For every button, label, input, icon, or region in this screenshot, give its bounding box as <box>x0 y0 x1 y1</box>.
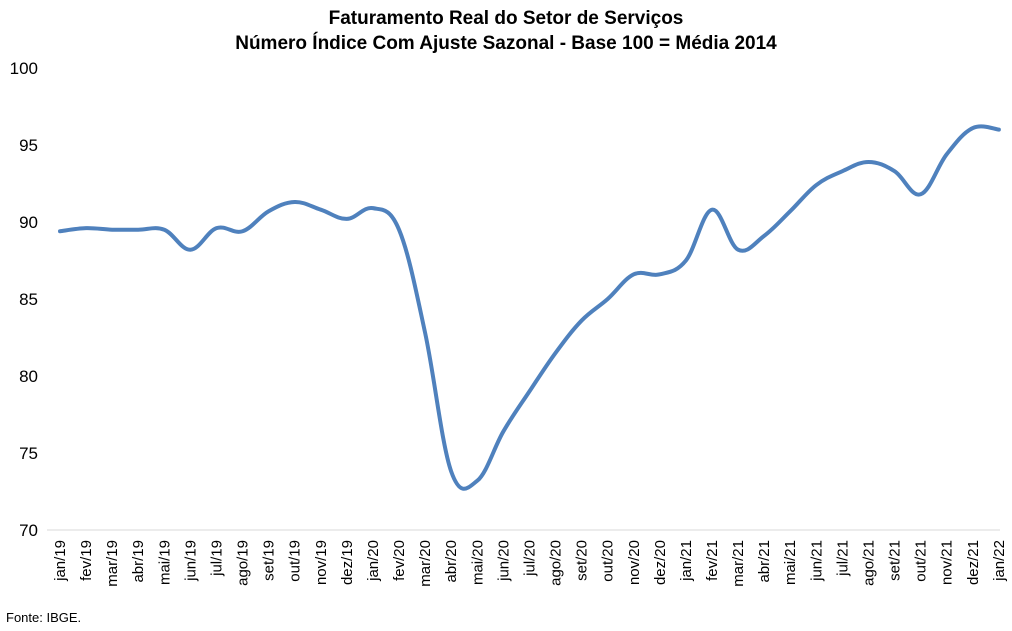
x-tick-label: ago/20 <box>548 540 565 586</box>
x-tick-label: dez/19 <box>339 540 356 585</box>
x-tick-label: mar/21 <box>730 540 747 587</box>
x-tick-label: jan/22 <box>991 540 1008 582</box>
data-point <box>710 208 714 212</box>
x-tick-label: dez/20 <box>652 540 669 585</box>
data-point <box>606 297 610 301</box>
x-tick-label: set/21 <box>887 540 904 581</box>
y-tick-label: 100 <box>10 59 38 78</box>
data-point <box>267 209 271 213</box>
data-point <box>110 228 114 232</box>
y-tick-label: 85 <box>19 290 38 309</box>
x-tick-label: set/20 <box>574 540 591 581</box>
data-point <box>58 229 62 233</box>
data-point <box>788 209 792 213</box>
chart-subtitle: Número Índice Com Ajuste Sazonal - Base … <box>235 33 777 54</box>
x-tick-label: abr/21 <box>756 540 773 583</box>
x-tick-label: jun/21 <box>808 540 825 582</box>
x-tick-label: ago/21 <box>860 540 877 586</box>
data-point <box>475 479 479 483</box>
y-tick-label: 95 <box>19 136 38 155</box>
x-tick-label: jul/21 <box>834 540 851 577</box>
y-tick-label: 75 <box>19 444 38 463</box>
data-point <box>866 160 870 164</box>
x-tick-label: out/21 <box>913 540 930 582</box>
x-tick-label: jan/20 <box>365 540 382 582</box>
x-tick-label: nov/19 <box>313 540 330 585</box>
x-tick-label: mar/20 <box>417 540 434 587</box>
series-line <box>58 124 1001 491</box>
data-point <box>919 192 923 196</box>
y-tick-label: 80 <box>19 367 38 386</box>
data-point <box>84 226 88 230</box>
data-point <box>814 183 818 187</box>
data-point <box>293 200 297 204</box>
data-point <box>214 226 218 230</box>
data-point <box>162 228 166 232</box>
data-point <box>893 169 897 173</box>
x-tick-label: fev/19 <box>78 540 95 581</box>
data-point <box>554 351 558 355</box>
x-tick-label: ago/19 <box>235 540 252 586</box>
x-tick-label: fev/21 <box>704 540 721 581</box>
data-point <box>345 217 349 221</box>
data-point <box>319 208 323 212</box>
x-tick-label: abr/20 <box>443 540 460 583</box>
data-point <box>632 272 636 276</box>
x-tick-label: nov/20 <box>626 540 643 585</box>
x-tick-label: jul/19 <box>208 540 225 577</box>
x-tick-label: mai/20 <box>469 540 486 585</box>
x-tick-label: jul/20 <box>521 540 538 577</box>
x-tick-label: fev/20 <box>391 540 408 581</box>
x-tick-label: nov/21 <box>939 540 956 585</box>
data-point <box>580 319 584 323</box>
x-tick-label: mar/19 <box>104 540 121 587</box>
y-tick-label: 90 <box>19 213 38 232</box>
data-point <box>684 259 688 263</box>
x-tick-label: dez/21 <box>965 540 982 585</box>
x-tick-label: mai/21 <box>782 540 799 585</box>
x-tick-label: jan/21 <box>678 540 695 582</box>
data-point <box>997 128 1001 132</box>
x-tick-label: out/20 <box>600 540 617 582</box>
x-tick-label: jan/19 <box>52 540 69 582</box>
x-tick-label: abr/19 <box>130 540 147 583</box>
data-point <box>397 228 401 232</box>
data-point <box>371 206 375 210</box>
data-point <box>449 469 453 473</box>
source-note: Fonte: IBGE. <box>6 610 82 625</box>
data-point <box>501 429 505 433</box>
data-point <box>136 228 140 232</box>
data-point <box>945 152 949 156</box>
data-point <box>736 248 740 252</box>
data-point <box>840 169 844 173</box>
data-point <box>188 248 192 252</box>
chart-title-block: Faturamento Real do Setor de Serviços Nú… <box>0 6 1012 56</box>
x-tick-label: out/19 <box>287 540 304 582</box>
y-tick-label: 70 <box>19 521 38 540</box>
x-tick-label: jun/20 <box>495 540 512 582</box>
data-point <box>658 272 662 276</box>
data-point <box>241 229 245 233</box>
data-point <box>971 126 975 130</box>
data-point <box>527 389 531 393</box>
x-tick-label: mai/19 <box>156 540 173 585</box>
chart-title: Faturamento Real do Setor de Serviços <box>328 8 684 29</box>
data-point <box>762 234 766 238</box>
data-point <box>423 331 427 335</box>
x-tick-label: set/19 <box>261 540 278 581</box>
x-tick-label: jun/19 <box>182 540 199 582</box>
